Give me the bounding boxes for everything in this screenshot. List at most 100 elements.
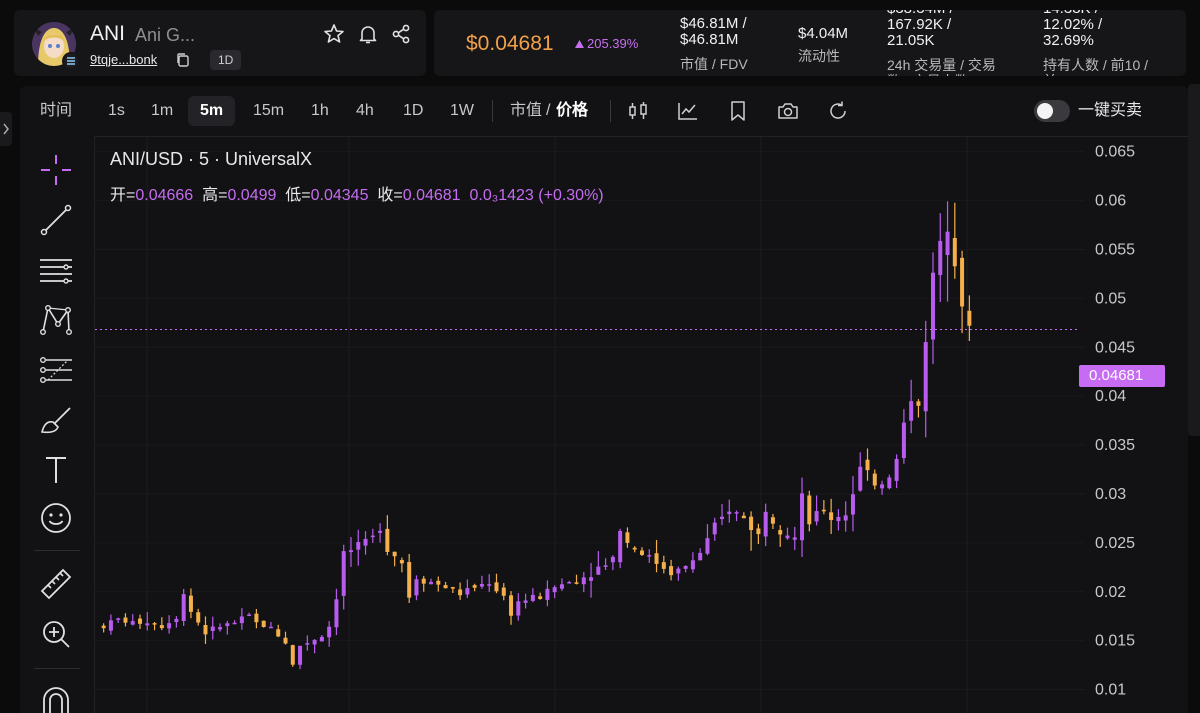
candle-body <box>108 620 113 631</box>
y-tick-label: 0.045 <box>1095 339 1135 356</box>
mode-market-cap[interactable]: 市值 <box>510 102 543 119</box>
candle-body <box>523 600 528 603</box>
horizontal-lines-icon[interactable] <box>38 252 74 288</box>
close-value: 0.04681 <box>402 187 461 204</box>
interval-15m[interactable]: 15m <box>253 102 285 119</box>
ruler-icon[interactable] <box>38 566 74 602</box>
candle-body <box>421 578 426 584</box>
interval-1s[interactable]: 1s <box>108 102 125 119</box>
tools-divider <box>34 550 80 551</box>
chart-panel: 时间 1s 1m 5m 15m 1h 4h 1D 1W 市值 / 价格 <box>20 86 1188 713</box>
high-label: 高= <box>202 187 228 204</box>
candle-body <box>669 566 674 576</box>
candle-body <box>196 612 201 623</box>
time-label: 时间 <box>40 102 73 119</box>
candle-body <box>443 585 448 589</box>
token-header: ANI Ani G... 9tqje...bonk 1D <box>0 0 1200 84</box>
candle-body <box>276 629 281 637</box>
solana-icon <box>67 57 75 65</box>
emoji-icon[interactable] <box>38 500 74 536</box>
y-tick-label: 0.01 <box>1095 682 1126 699</box>
candle-body <box>465 588 470 595</box>
candle-body <box>181 594 186 622</box>
candle-body <box>530 594 535 601</box>
candle-body <box>167 623 172 629</box>
candle-body <box>319 636 324 642</box>
open-label: 开= <box>110 187 136 204</box>
candle-body <box>450 587 455 589</box>
crosshair-icon[interactable] <box>38 152 74 188</box>
open-value: 0.04666 <box>135 187 194 204</box>
price-chart[interactable]: 0.065 0.06 0.055 0.05 0.045 0.04 0.035 0.03 0.02… <box>94 136 1188 713</box>
candle-body <box>858 466 863 491</box>
candle-body <box>756 528 761 535</box>
candle-body <box>516 601 521 616</box>
magnet-icon[interactable] <box>38 682 74 713</box>
candle-body <box>494 582 499 592</box>
refresh-icon[interactable] <box>826 99 850 123</box>
share-icon[interactable] <box>389 22 413 46</box>
triangle-up-icon <box>575 40 584 48</box>
candle-body <box>254 613 259 623</box>
candle-change-value: 0.0₃1423 (+0.30%) <box>469 187 604 204</box>
interval-5m[interactable]: 5m <box>188 96 236 126</box>
timeframe-badge[interactable]: 1D <box>210 50 242 70</box>
token-stats-card: $0.04681 205.39% $46.81M / $46.81M 市值 / … <box>434 10 1186 76</box>
candle-body <box>967 310 972 326</box>
candle-body <box>865 459 870 471</box>
bookmark-icon[interactable] <box>726 99 750 123</box>
candle-body <box>545 588 550 600</box>
candle-body <box>749 516 754 531</box>
trend-line-icon[interactable] <box>38 202 74 238</box>
candle-body <box>429 581 434 585</box>
bell-icon[interactable] <box>356 22 380 46</box>
candle-body <box>763 511 768 537</box>
candlestick-chart[interactable]: 0.065 0.06 0.055 0.05 0.045 0.04 0.035 0.03 0.02… <box>95 137 1188 713</box>
interval-1m[interactable]: 1m <box>151 102 174 119</box>
y-tick-label: 0.02 <box>1095 584 1126 601</box>
star-icon[interactable] <box>322 22 346 46</box>
candle-body <box>698 552 703 561</box>
low-value: 0.04345 <box>310 187 369 204</box>
token-address-link[interactable]: 9tqje...bonk <box>90 52 158 67</box>
candle-body <box>239 616 244 624</box>
interval-4h[interactable]: 4h <box>356 102 374 119</box>
interval-1h[interactable]: 1h <box>311 102 329 119</box>
pattern-icon[interactable] <box>38 302 74 338</box>
candle-body <box>610 556 615 563</box>
candle-body <box>836 517 841 522</box>
candle-body <box>567 582 572 584</box>
one-click-trade-toggle[interactable] <box>1034 100 1070 122</box>
candle-body <box>778 530 783 535</box>
interval-1w[interactable]: 1W <box>450 102 474 119</box>
mode-price[interactable]: 价格 <box>556 102 589 119</box>
candle-body <box>807 495 812 525</box>
candle-body <box>138 618 143 624</box>
candle-body <box>945 231 950 256</box>
candle-body <box>261 620 266 627</box>
camera-icon[interactable] <box>776 99 800 123</box>
tools-divider <box>34 668 80 669</box>
candle-body <box>283 637 288 644</box>
zoom-in-icon[interactable] <box>38 616 74 652</box>
candle-body <box>734 512 739 514</box>
candle-body <box>458 589 463 596</box>
candlestick-type-icon[interactable] <box>626 99 650 123</box>
toolbar-divider <box>492 100 493 122</box>
low-label: 低= <box>285 187 311 204</box>
price-change: 205.39% <box>587 36 639 51</box>
candle-body <box>159 625 164 629</box>
candle-body <box>378 530 383 533</box>
copy-icon[interactable] <box>174 51 192 69</box>
candle-body <box>414 579 419 596</box>
left-panel-toggle[interactable] <box>0 112 12 146</box>
indicators-icon[interactable] <box>676 99 700 123</box>
y-tick-label: 0.025 <box>1095 535 1135 552</box>
right-panel-edge[interactable] <box>1188 84 1200 436</box>
interval-1d[interactable]: 1D <box>403 102 424 119</box>
candle-body <box>916 401 921 406</box>
text-icon[interactable] <box>38 452 74 488</box>
token-avatar[interactable] <box>32 22 76 66</box>
brush-icon[interactable] <box>38 402 74 438</box>
fib-icon[interactable] <box>38 352 74 388</box>
